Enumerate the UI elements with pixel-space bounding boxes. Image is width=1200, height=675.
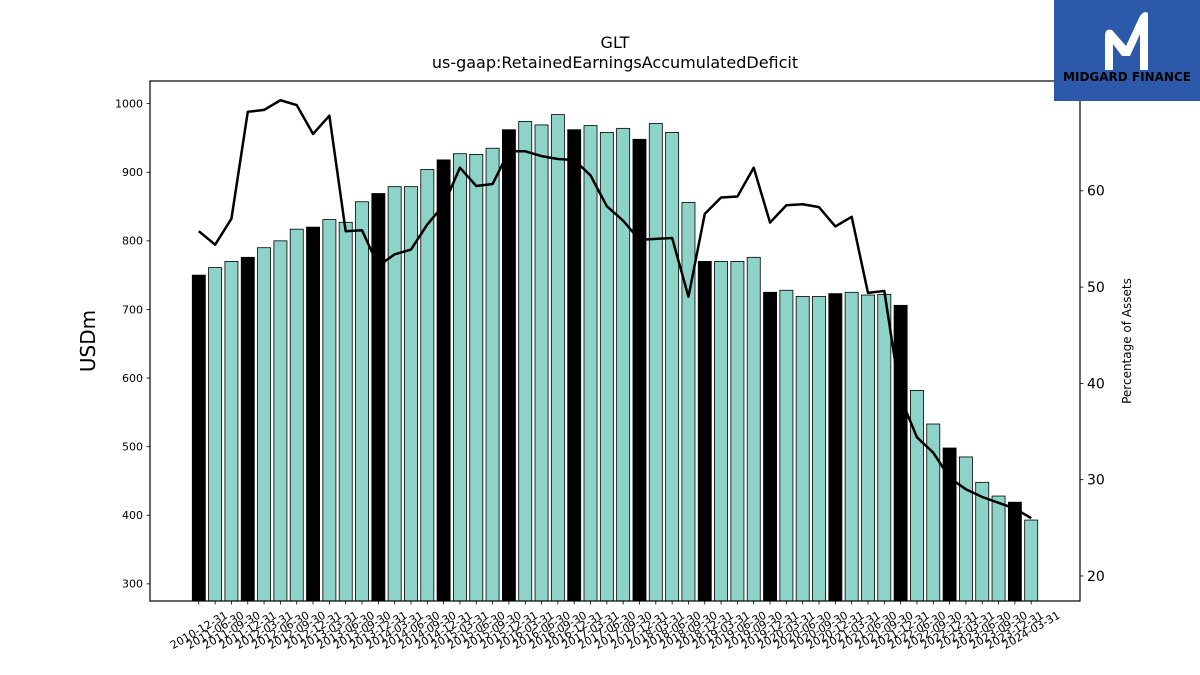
bar xyxy=(681,202,696,601)
plot-frame xyxy=(149,80,1081,602)
bar xyxy=(714,261,729,601)
bar xyxy=(795,296,810,601)
bar xyxy=(648,123,663,601)
y2-tick-label: 60 xyxy=(1087,184,1105,200)
bar xyxy=(567,129,582,601)
bar xyxy=(257,247,272,601)
bar xyxy=(877,293,892,601)
bar xyxy=(550,114,565,601)
bar xyxy=(191,274,206,601)
bar xyxy=(926,423,941,601)
bar xyxy=(485,147,500,601)
x-axis: 2010-12-312011-06-302011-09-302011-12-31… xyxy=(168,601,1062,652)
chart-subtitle: us-gaap:RetainedEarningsAccumulatedDefic… xyxy=(432,53,798,72)
bar xyxy=(632,138,647,601)
bar xyxy=(583,125,598,601)
bar xyxy=(404,186,418,601)
bar xyxy=(844,291,859,601)
bar xyxy=(910,389,924,601)
y-tick-label: 400 xyxy=(122,509,143,522)
series-line xyxy=(198,99,1032,520)
y-tick-label: 700 xyxy=(122,303,143,316)
y2-tick-label: 20 xyxy=(1087,569,1105,585)
y2-axis-label: Percentage of Assets xyxy=(1120,278,1134,404)
bar xyxy=(469,153,484,601)
bar xyxy=(665,132,680,601)
bar xyxy=(338,221,353,601)
bar xyxy=(828,293,843,601)
bar xyxy=(518,121,533,601)
bar xyxy=(501,129,516,601)
y-tick-label: 500 xyxy=(122,440,143,453)
y2-tick-label: 40 xyxy=(1087,376,1105,392)
bar xyxy=(322,219,337,601)
bar xyxy=(730,261,745,601)
bar xyxy=(893,304,908,601)
bar xyxy=(616,127,631,601)
bar xyxy=(273,240,288,601)
y2-tick-label: 50 xyxy=(1087,280,1105,296)
bar xyxy=(289,228,304,601)
bar xyxy=(697,261,712,601)
bar xyxy=(355,201,369,601)
y2-tick-label: 30 xyxy=(1087,473,1105,489)
y-tick-label: 600 xyxy=(122,372,143,385)
bar xyxy=(763,291,777,601)
bar xyxy=(861,294,875,601)
bar-series xyxy=(191,114,1039,601)
bar xyxy=(975,481,990,601)
bar xyxy=(1007,501,1022,601)
y-axis-left: 300 400 500 600 700 800 900 1000 xyxy=(115,97,150,591)
midgard-logo-icon xyxy=(1105,12,1148,71)
y-axis-label: USDm xyxy=(76,310,100,372)
bar xyxy=(208,267,223,601)
logo-text: MIDGARD FINANCE xyxy=(1063,70,1191,84)
bar xyxy=(534,124,549,601)
bar xyxy=(991,495,1006,601)
bar xyxy=(224,261,239,601)
bar xyxy=(746,256,761,601)
bar xyxy=(420,169,435,601)
y-tick-label: 900 xyxy=(122,166,143,179)
y-tick-label: 800 xyxy=(122,235,143,248)
bar xyxy=(387,186,402,601)
y-tick-label: 1000 xyxy=(115,97,143,110)
y-axis-right: 20 30 40 50 60 xyxy=(1080,184,1105,585)
bar xyxy=(599,132,614,601)
logo: MIDGARD FINANCE xyxy=(1054,0,1200,101)
line-series-layer xyxy=(198,99,1032,520)
bar xyxy=(453,153,467,601)
bar xyxy=(958,456,973,601)
bar xyxy=(779,289,794,601)
bar xyxy=(1024,519,1039,601)
bar xyxy=(240,256,255,601)
bar xyxy=(306,226,320,601)
bar xyxy=(436,159,451,601)
chart-title: GLT xyxy=(601,33,630,52)
bar xyxy=(812,296,826,601)
y-tick-label: 300 xyxy=(122,578,143,591)
